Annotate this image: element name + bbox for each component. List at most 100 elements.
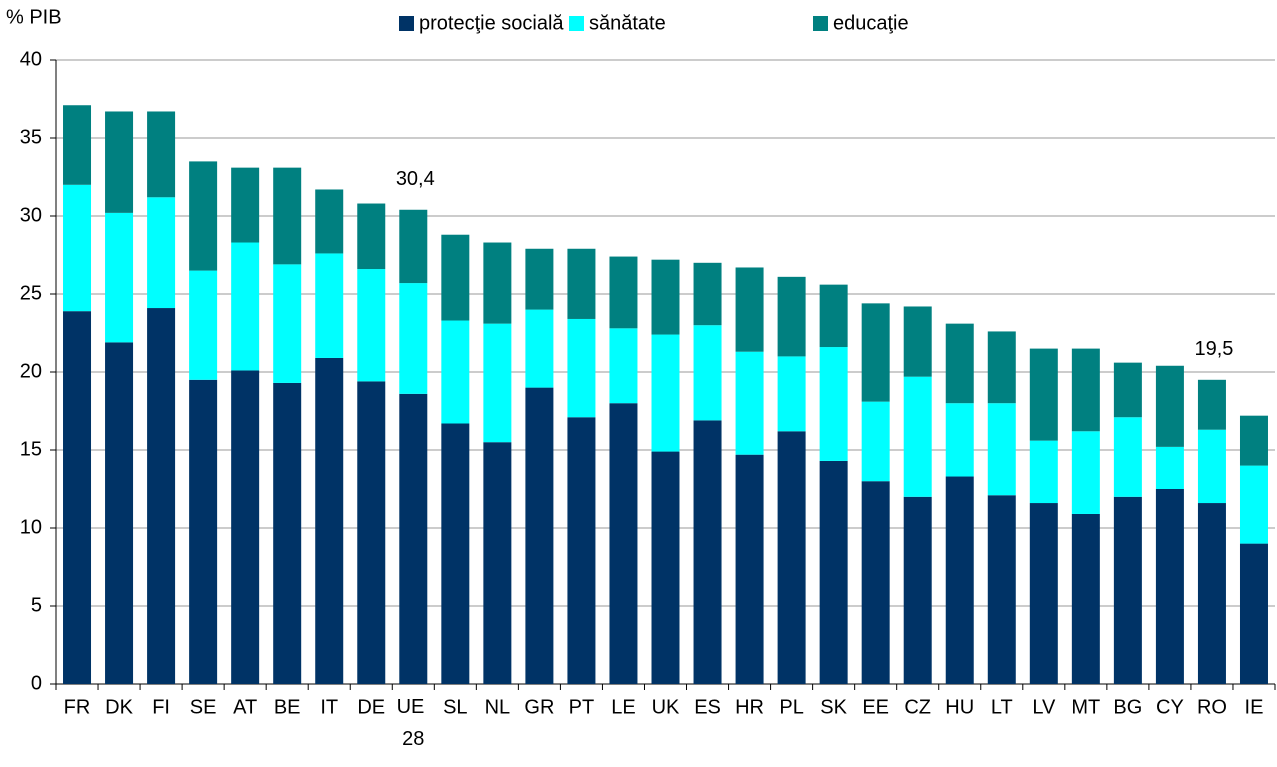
bar-segment (1071, 348, 1100, 432)
bar-segment (399, 393, 428, 684)
bar-segment (735, 351, 764, 455)
bar-segment (357, 381, 386, 684)
x-tick-label: HR (735, 696, 764, 718)
annotation: 19,5 (1194, 338, 1233, 360)
y-tick-label: 35 (20, 126, 42, 148)
bar-segment (735, 267, 764, 352)
y-tick-label: 15 (20, 438, 42, 460)
legend-swatch (399, 16, 414, 31)
bar-segment (651, 451, 680, 684)
x-tick-label: DE (357, 696, 385, 718)
x-tick-label: PT (569, 696, 595, 718)
bar-segment (399, 209, 428, 284)
bar-segment (357, 203, 386, 270)
bar-segment (819, 460, 848, 684)
x-tick-label: FR (64, 696, 91, 718)
bar-segment (1029, 440, 1058, 504)
y-tick-label: 10 (20, 516, 42, 538)
x-tick-label: MT (1071, 696, 1100, 718)
x-tick-label: ES (694, 696, 721, 718)
bar-segment (147, 308, 176, 684)
bar-segment (861, 401, 890, 482)
bar-segment (903, 496, 932, 684)
x-tick-label: LE (611, 696, 635, 718)
x-tick-label: SE (190, 696, 217, 718)
bar-segment (861, 303, 890, 402)
bar-segment (399, 283, 428, 394)
bar-segment (315, 253, 344, 358)
bar-segment (777, 431, 806, 684)
bar-segment (609, 256, 638, 329)
bar-segment (609, 403, 638, 684)
bar-segment (63, 184, 92, 312)
bar-segment (105, 111, 134, 213)
bar-segment (693, 325, 722, 421)
x-tick-label: NL (485, 696, 511, 718)
bar-segment (693, 262, 722, 326)
y-tick-label: 20 (20, 360, 42, 382)
bar-segment (1071, 431, 1100, 514)
legend-swatch (813, 16, 828, 31)
bar-segment (1155, 446, 1184, 489)
bar-segment (945, 323, 974, 404)
bar-segment (777, 356, 806, 432)
bar-segment (945, 476, 974, 684)
legend-label: sănătate (589, 12, 666, 34)
x-tick-label: EE (862, 696, 889, 718)
bar-segment (231, 242, 260, 371)
x-tick-label: UK (652, 696, 680, 718)
bar-segment (567, 318, 596, 418)
bar-segment (231, 167, 260, 243)
x-tick-label: HU (945, 696, 974, 718)
x-tick-label: LV (1032, 696, 1056, 718)
bar-segment (189, 270, 218, 380)
x-tick-label: UE 28 (397, 696, 430, 750)
bar-segment (441, 234, 470, 321)
bar-segment (63, 105, 92, 185)
bar-segment (651, 259, 680, 335)
y-tick-label: 5 (31, 594, 42, 616)
bar-segment (987, 495, 1016, 684)
bar-segment (1155, 489, 1184, 684)
x-tick-label: RO (1197, 696, 1227, 718)
bar-segment (273, 264, 302, 383)
bar-segment (483, 323, 512, 443)
bar-segment (567, 248, 596, 319)
bar-segment (273, 382, 302, 684)
bar-segment (441, 320, 470, 424)
y-tick-label: 0 (31, 672, 42, 694)
bar-segment (525, 309, 554, 388)
x-tick-label: BE (274, 696, 301, 718)
bar-segment (1113, 417, 1142, 497)
bar-segment (1113, 362, 1142, 418)
x-tick-label: CZ (904, 696, 931, 718)
bar-segment (819, 347, 848, 461)
x-tick-label: FI (152, 696, 170, 718)
bar-segment (105, 212, 134, 343)
x-tick-label: BG (1113, 696, 1142, 718)
bar-segment (777, 276, 806, 357)
bar-segment (441, 423, 470, 684)
bar-segment (567, 417, 596, 684)
x-tick-label: SL (443, 696, 467, 718)
bar-segment (147, 111, 176, 198)
bar-segment (189, 161, 218, 271)
bar-segment (1029, 348, 1058, 441)
bar-segment (105, 342, 134, 684)
bar-segment (1239, 543, 1268, 684)
bar-segment (735, 454, 764, 684)
bar-segment (987, 403, 1016, 496)
x-tick-label: DK (105, 696, 133, 718)
y-tick-label: 30 (20, 204, 42, 226)
bar-segment (1029, 503, 1058, 684)
bar-segment (273, 167, 302, 265)
bar-segment (525, 248, 554, 310)
bar-segment (609, 328, 638, 404)
bar-segment (147, 197, 176, 309)
y-tick-label: 25 (20, 282, 42, 304)
legend-label: educaţie (833, 12, 909, 34)
bar-segment (231, 370, 260, 684)
legend-swatch (569, 16, 584, 31)
bar-segment (357, 269, 386, 382)
bar-segment (861, 481, 890, 684)
